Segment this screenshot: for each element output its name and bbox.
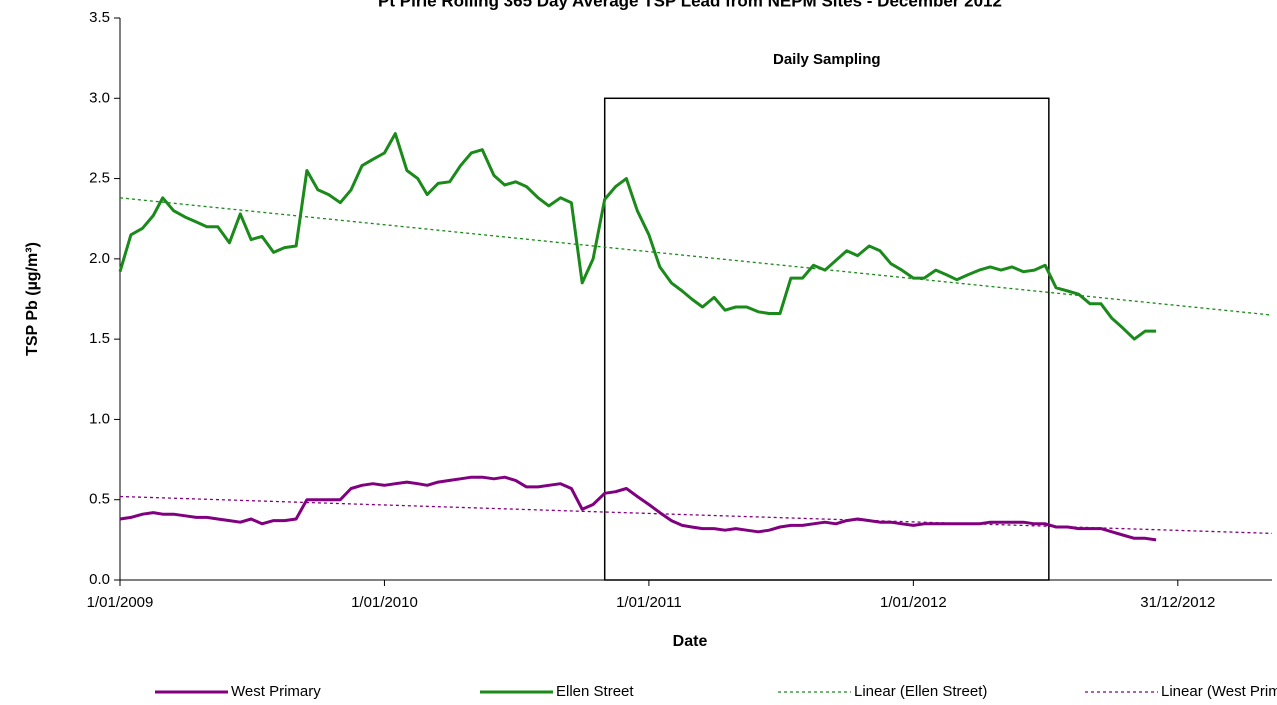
x-tick-label: 31/12/2012 — [1140, 594, 1215, 611]
x-tick-label: 1/01/2010 — [351, 594, 418, 611]
annotation-box — [603, 97, 1050, 581]
legend-label: West Primary — [231, 683, 321, 700]
y-axis-title: TSP Pb (µg/m³) — [24, 242, 41, 356]
y-tick-label: 1.0 — [89, 410, 110, 427]
x-axis-title: Date — [673, 633, 708, 650]
x-tick-label: 1/01/2012 — [880, 594, 947, 611]
chart-title: Pt Pirie Rolling 365 Day Average TSP Lea… — [378, 0, 1002, 10]
legend-label: Linear (Ellen Street) — [854, 683, 987, 700]
series-line — [119, 197, 1273, 316]
y-tick-label: 0.5 — [89, 491, 110, 508]
annotation-label: Daily Sampling — [773, 51, 881, 68]
y-tick-label: 0.0 — [89, 571, 110, 588]
y-tick-label: 2.5 — [89, 170, 110, 187]
series-line — [118, 132, 1157, 341]
legend-label: Ellen Street — [556, 683, 634, 700]
series-line — [119, 475, 1157, 542]
x-tick-label: 1/01/2011 — [616, 594, 682, 611]
y-tick-label: 3.0 — [89, 89, 110, 106]
x-tick-label: 1/01/2009 — [87, 594, 154, 611]
y-tick-label: 2.0 — [89, 250, 110, 267]
legend-label: Linear (West Primary) — [1161, 683, 1277, 700]
y-tick-label: 1.5 — [89, 330, 110, 347]
y-tick-label: 3.5 — [89, 9, 110, 26]
